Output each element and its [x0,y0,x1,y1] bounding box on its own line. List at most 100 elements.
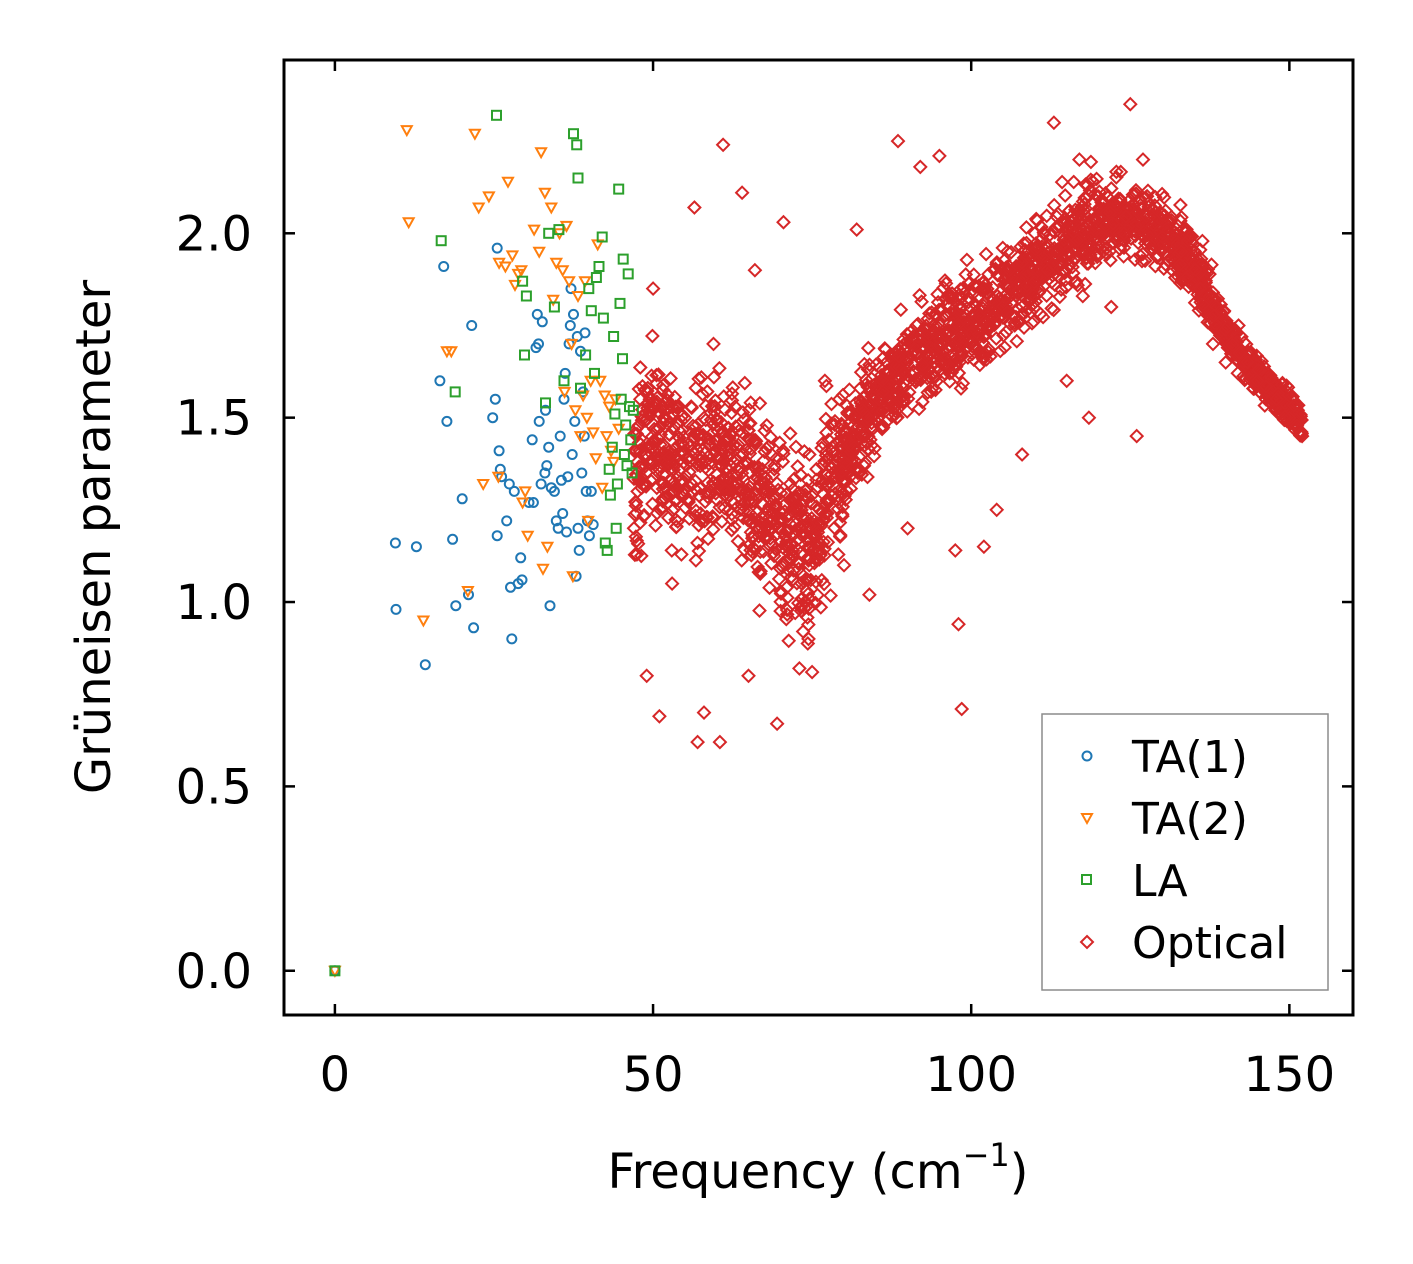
point-optical-cloud [819,425,834,441]
point-optical-cloud [1098,218,1114,234]
point-optical-cloud [731,417,747,433]
legend-label-ta2: TA(2) [1131,794,1248,845]
point-optical-cloud [1149,232,1165,248]
point-optical-cloud [740,423,756,439]
point-optical-cloud [802,540,818,555]
point-la [491,109,502,121]
point-optical-cloud [1007,315,1023,331]
x-tick-label: 150 [1244,1047,1336,1103]
point-optical-cloud [1030,262,1046,278]
point-optical-cloud [860,409,876,425]
point-optical-cloud [1195,297,1211,313]
point-optical-cloud [743,432,759,448]
point-ta1 [463,589,474,601]
x-tick-label: 50 [623,1047,684,1103]
point-optical-cloud [1013,239,1029,255]
point-optical-cloud [967,296,983,312]
point-ta1 [566,449,578,460]
point-optical-cloud [1111,191,1126,207]
point-ta2 [564,338,579,351]
point-optical-cloud [860,469,875,485]
legend-label-optical: Optical [1132,918,1287,969]
point-optical-cloud [1004,307,1020,323]
point-optical [677,410,693,426]
point-optical-cloud [725,380,741,395]
point-optical-cloud [708,438,724,454]
point-optical-cloud [1173,275,1188,291]
point-la [618,449,630,460]
point-optical-cloud [814,504,829,520]
point-optical-cloud [1113,238,1129,254]
point-optical-cloud [754,483,770,499]
point-optical [696,705,712,721]
point-optical-cloud [646,394,662,409]
point-optical-cloud [832,529,848,545]
point-ta1 [491,530,503,542]
point-optical-cloud [1140,183,1156,199]
point-optical [1218,354,1234,370]
point-optical-cloud [846,440,862,455]
point-optical-cloud [802,518,818,534]
point-optical-cloud [674,413,689,429]
point-optical-cloud [989,256,1004,272]
point-optical-cloud [752,544,768,560]
point-optical-cloud [817,506,833,521]
point-ta1 [506,633,518,645]
point-optical-cloud [949,290,965,306]
point-optical-cloud [969,340,985,356]
point-optical-cloud [840,405,855,420]
point-optical-cloud [789,497,805,513]
point-optical-cloud [834,487,850,503]
point-ta1 [489,393,501,405]
point-optical-cloud [738,442,754,458]
point-optical-cloud [716,500,732,516]
point-optical-cloud [824,488,839,504]
point-optical-cloud [930,286,946,302]
point-optical-cloud [850,465,866,481]
point-ta2 [534,147,548,160]
point-optical-cloud [629,546,645,562]
point-optical [1046,115,1062,131]
point-optical-cloud [1054,174,1070,190]
point-ta1 [536,316,548,328]
point-optical-cloud [724,440,740,456]
point-optical-cloud [788,439,804,455]
point-optical-cloud [923,384,939,400]
point-ta1 [533,415,545,427]
point-ta1 [494,463,506,475]
point-optical-cloud [889,410,904,426]
point-optical-cloud [773,583,789,599]
point-optical-cloud [1046,197,1062,213]
point-optical-cloud [700,531,716,547]
point-optical-cloud [1071,206,1087,222]
point-optical-cloud [948,352,963,368]
point-la [604,489,616,501]
point-optical-cloud [648,517,664,533]
point-optical-cloud [1024,315,1040,331]
point-ta1 [561,526,572,538]
point-optical-cloud [1059,214,1075,230]
point-optical-cloud [853,364,869,380]
point-optical-cloud [939,327,955,343]
point-optical [1173,244,1189,260]
point-optical-cloud [912,287,928,303]
point-optical-cloud [664,542,680,558]
point-optical-cloud [743,395,759,411]
point-optical-cloud [891,349,907,365]
point-optical-cloud [636,476,652,492]
point-optical-cloud [1193,251,1209,267]
point-la [611,478,623,490]
point-optical-cloud [1102,252,1118,268]
point-optical-cloud [709,413,725,429]
point-optical-cloud [971,327,987,342]
point-optical-cloud [1077,244,1093,260]
point-ta2 [514,265,528,278]
point-optical-cloud [678,480,694,496]
point-optical-cloud [816,547,832,563]
point-optical-cloud [1028,242,1043,257]
point-optical-cloud [823,588,839,604]
point-ta2 [538,187,552,200]
point-optical-cloud [1127,218,1143,234]
point-optical-cloud [782,476,798,492]
point-optical-cloud [681,511,697,527]
